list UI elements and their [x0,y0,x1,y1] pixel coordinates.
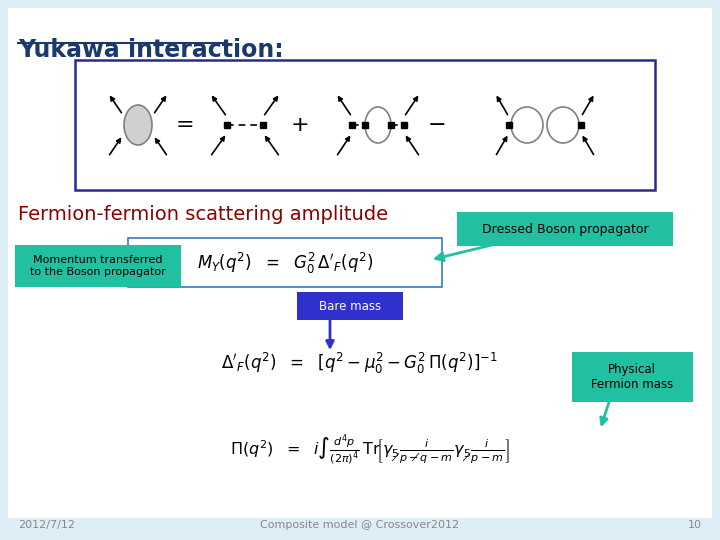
Ellipse shape [511,107,543,143]
Text: Dressed Boson propagator: Dressed Boson propagator [482,222,648,235]
Text: Composite model @ Crossover2012: Composite model @ Crossover2012 [261,520,459,530]
Text: 10: 10 [688,520,702,530]
Text: 2012/7/12: 2012/7/12 [18,520,75,530]
FancyBboxPatch shape [15,245,181,287]
FancyBboxPatch shape [75,60,655,190]
FancyBboxPatch shape [572,352,693,402]
Text: −: − [428,115,446,135]
Text: +: + [291,115,310,135]
Ellipse shape [124,105,152,145]
Text: $\Delta'_F(q^2)\ \ =\ \ [q^2 - \mu_0^2 - G_0^2\,\Pi(q^2)]^{-1}$: $\Delta'_F(q^2)\ \ =\ \ [q^2 - \mu_0^2 -… [222,350,498,375]
FancyBboxPatch shape [297,292,403,320]
Text: $\Pi(q^2)\ \ =\ \ i\int\frac{d^4p}{(2\pi)^4}\,\mathrm{Tr}\!\left[\gamma_5\frac{i: $\Pi(q^2)\ \ =\ \ i\int\frac{d^4p}{(2\pi… [230,433,510,468]
Text: Yukawa interaction:: Yukawa interaction: [18,38,284,62]
Ellipse shape [365,107,391,143]
Text: =: = [176,115,194,135]
Text: Physical
Fermion mass: Physical Fermion mass [591,363,673,391]
Text: $M_Y(q^2)\ \ =\ \ G_0^2\,\Delta'_F(q^2)$: $M_Y(q^2)\ \ =\ \ G_0^2\,\Delta'_F(q^2)$ [197,251,373,275]
FancyBboxPatch shape [128,238,442,287]
Text: Momentum transferred
to the Boson propagator: Momentum transferred to the Boson propag… [30,255,166,277]
Text: Bare mass: Bare mass [319,300,381,313]
Text: Fermion-fermion scattering amplitude: Fermion-fermion scattering amplitude [18,205,388,224]
Ellipse shape [547,107,579,143]
FancyBboxPatch shape [457,212,673,246]
FancyBboxPatch shape [8,8,712,518]
